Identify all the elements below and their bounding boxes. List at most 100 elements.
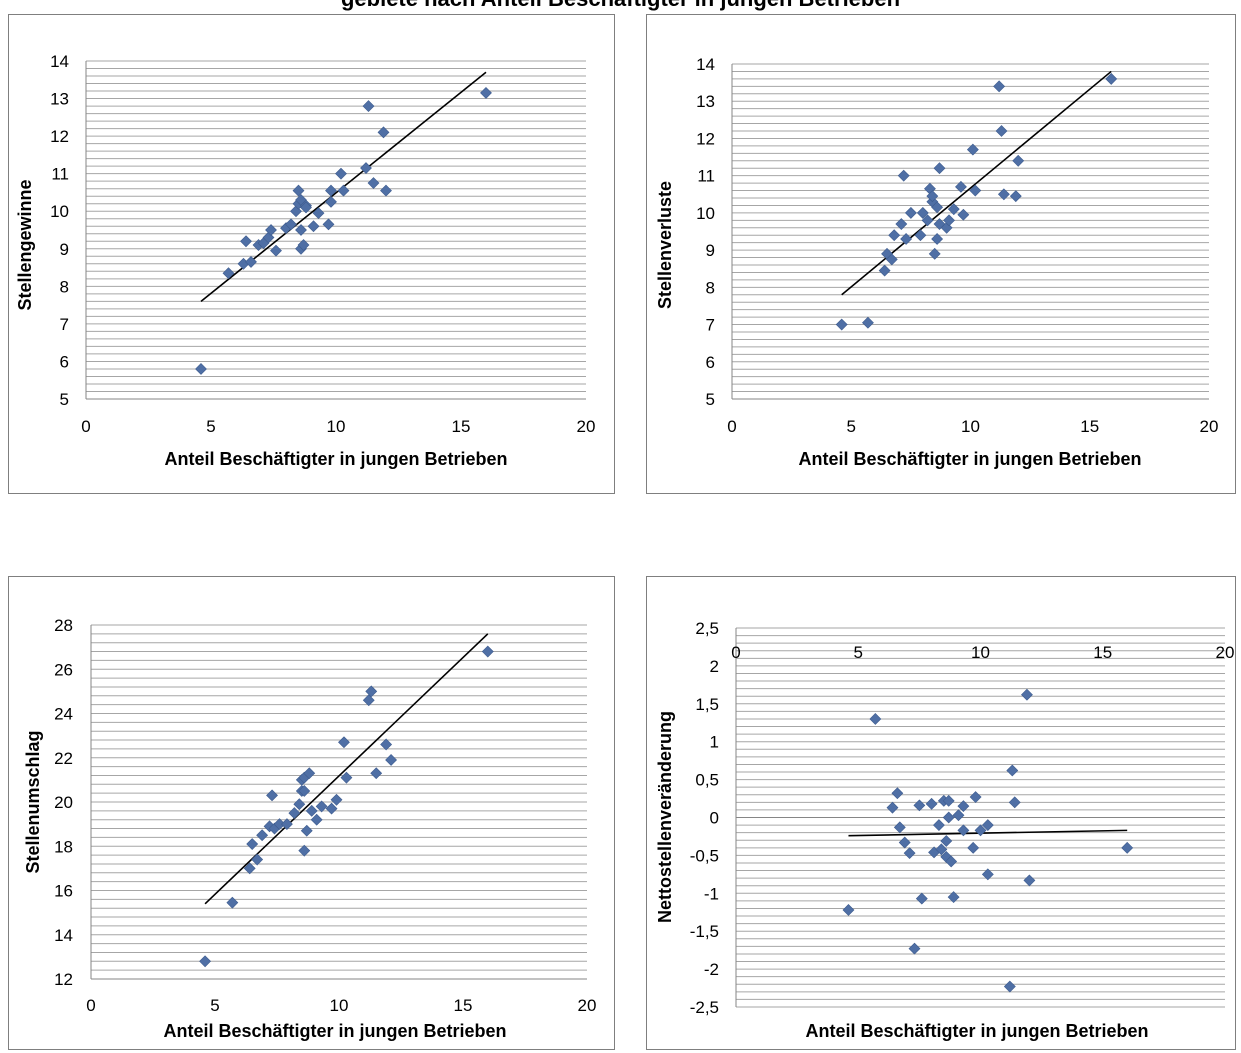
y-tick-label: 14 bbox=[696, 55, 715, 74]
data-point bbox=[481, 645, 494, 658]
x-tick-label: 0 bbox=[727, 417, 736, 436]
data-point bbox=[338, 736, 350, 749]
x-tick-label: 15 bbox=[1093, 643, 1112, 662]
scatter-chart: 12 14 16 18 20 22 24 26 28 0 5 10 15 20 Anteil Beschäf… bbox=[23, 616, 596, 1041]
data-point bbox=[240, 235, 252, 248]
data-point bbox=[926, 190, 939, 203]
data-point bbox=[1023, 874, 1036, 887]
data-point bbox=[955, 180, 967, 193]
y-tick-label: 18 bbox=[54, 837, 73, 856]
data-point bbox=[908, 942, 921, 955]
chart-panel-stellenverluste: 5 6 7 8 9 10 11 12 13 14 0 5 10 15 20 Anteil Beschäftig… bbox=[646, 14, 1236, 494]
y-tick-label: 12 bbox=[50, 127, 69, 146]
y-tick-label: 14 bbox=[50, 52, 69, 71]
data-point bbox=[315, 800, 328, 813]
data-point bbox=[933, 162, 946, 175]
data-point bbox=[245, 255, 257, 268]
y-tick-label: 14 bbox=[54, 926, 73, 945]
data-point bbox=[360, 162, 372, 174]
data-point bbox=[300, 201, 312, 214]
y-tick-label: 1 bbox=[710, 733, 719, 752]
data-point bbox=[862, 316, 874, 329]
y-axis-label: Stellengewinne bbox=[15, 179, 35, 310]
data-point bbox=[303, 767, 316, 780]
y-axis-label: Nettostellenveränderung bbox=[655, 711, 675, 923]
data-point bbox=[931, 201, 944, 214]
x-axis-label: Anteil Beschäftigter in jungen Betrieben bbox=[805, 1021, 1148, 1041]
y-tick-label: 6 bbox=[60, 352, 69, 371]
y-tick-label: 8 bbox=[706, 278, 715, 297]
data-point bbox=[900, 233, 913, 245]
data-point bbox=[340, 771, 353, 784]
data-point bbox=[1012, 154, 1025, 167]
y-tick-label: 26 bbox=[54, 660, 73, 679]
data-point bbox=[330, 793, 343, 806]
data-point bbox=[377, 126, 390, 139]
x-tick-label: 15 bbox=[1080, 417, 1099, 436]
data-point bbox=[335, 167, 347, 180]
data-point bbox=[312, 207, 325, 220]
data-point bbox=[904, 206, 917, 219]
data-point bbox=[942, 811, 955, 824]
data-point bbox=[914, 229, 927, 242]
y-tick-label: 11 bbox=[51, 165, 69, 184]
data-point bbox=[981, 819, 994, 832]
data-point bbox=[195, 363, 207, 375]
y-tick-label: 7 bbox=[706, 316, 715, 335]
data-point bbox=[967, 841, 980, 854]
y-tick-label: -0,5 bbox=[690, 846, 719, 865]
data-point bbox=[266, 789, 278, 802]
data-point bbox=[842, 904, 855, 916]
data-point bbox=[325, 802, 338, 815]
data-point bbox=[885, 253, 898, 266]
y-tick-label: 10 bbox=[696, 204, 715, 223]
data-point bbox=[270, 244, 282, 257]
data-point bbox=[957, 824, 970, 837]
y-tick-label: 6 bbox=[706, 353, 715, 372]
data-point bbox=[888, 229, 901, 242]
x-tick-label: 20 bbox=[1200, 417, 1219, 436]
data-point bbox=[310, 813, 323, 826]
data-point bbox=[966, 143, 979, 156]
data-point bbox=[935, 843, 948, 856]
data-point bbox=[942, 794, 955, 807]
data-point bbox=[199, 955, 212, 968]
data-point bbox=[943, 214, 955, 227]
data-point bbox=[931, 233, 944, 245]
data-point bbox=[997, 188, 1010, 201]
y-tick-label: 5 bbox=[706, 390, 715, 409]
y-tick-label: 2,5 bbox=[695, 619, 719, 638]
y-tick-label: 1,5 bbox=[695, 695, 719, 714]
y-tick-label: -2,5 bbox=[690, 998, 719, 1017]
data-point bbox=[325, 195, 337, 208]
data-point bbox=[298, 844, 311, 857]
x-tick-label: 5 bbox=[854, 643, 863, 662]
x-tick-label: 15 bbox=[452, 417, 471, 436]
chart-panel-stellenumschlag: 12 14 16 18 20 22 24 26 28 0 5 10 15 20 Anteil Beschäf… bbox=[8, 576, 615, 1050]
data-point bbox=[969, 791, 982, 803]
y-tick-label: 8 bbox=[60, 277, 69, 296]
y-tick-label: 13 bbox=[696, 92, 715, 111]
data-point bbox=[295, 224, 307, 236]
y-tick-label: 24 bbox=[54, 705, 73, 724]
data-point bbox=[993, 80, 1006, 93]
x-tick-label: 15 bbox=[454, 996, 473, 1015]
data-point bbox=[981, 868, 994, 881]
data-point bbox=[1006, 764, 1019, 777]
chart-panel-nettostellenveraenderung: -2,5 -2 -1,5 -1 -0,5 0 0,5 1 1,5 2 2,5 0 5 10 15 20 Ante… bbox=[646, 576, 1236, 1050]
x-axis-label: Anteil Beschäftigter in jungen Betrieben bbox=[163, 1021, 506, 1041]
data-point bbox=[1121, 841, 1134, 854]
data-point bbox=[222, 267, 235, 280]
data-point bbox=[891, 787, 904, 800]
data-point bbox=[915, 892, 928, 905]
data-point bbox=[322, 218, 335, 231]
data-point bbox=[298, 785, 311, 797]
y-tick-label: 16 bbox=[54, 882, 73, 901]
data-point bbox=[947, 891, 960, 904]
data-point bbox=[886, 801, 899, 814]
data-point bbox=[337, 184, 350, 197]
data-point bbox=[292, 184, 305, 197]
x-tick-label: 5 bbox=[206, 417, 215, 436]
